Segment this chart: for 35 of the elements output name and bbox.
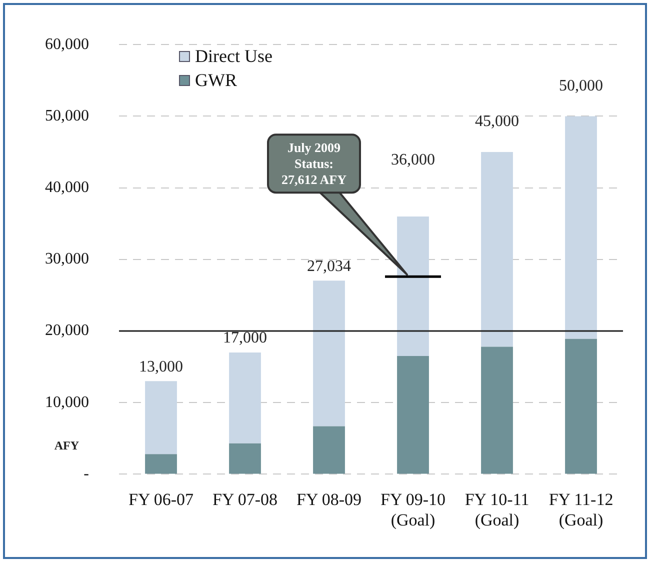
legend-label: Direct Use bbox=[195, 46, 272, 68]
total-label: 27,034 bbox=[307, 258, 351, 275]
bar bbox=[229, 352, 261, 444]
x-tick-label: FY 09-10 (Goal) bbox=[380, 490, 446, 530]
x-tick-label: FY 07-08 bbox=[212, 490, 278, 509]
total-label: 36,000 bbox=[391, 152, 435, 169]
legend-label: GWR bbox=[195, 70, 237, 92]
total-label: 50,000 bbox=[559, 77, 603, 94]
bar bbox=[145, 454, 177, 474]
y-tick-label: 40,000 bbox=[45, 179, 89, 196]
y-axis-title: AFY bbox=[54, 438, 80, 452]
bar bbox=[397, 216, 429, 356]
total-label: 13,000 bbox=[139, 358, 183, 376]
bar bbox=[313, 426, 345, 474]
y-tick-label: 60,000 bbox=[45, 36, 89, 53]
bar bbox=[397, 356, 429, 474]
total-label: 17,000 bbox=[223, 330, 267, 347]
x-tick-label: FY 06-07 bbox=[128, 490, 194, 509]
annotation: July 2009 Status: 27,612 AFY bbox=[280, 140, 348, 188]
bar bbox=[565, 338, 597, 474]
bar bbox=[481, 152, 513, 347]
x-tick-label: FY 11-12 (Goal) bbox=[548, 490, 614, 530]
y-tick-label: 30,000 bbox=[45, 250, 89, 268]
total-label: 45,000 bbox=[475, 113, 519, 130]
bar bbox=[313, 280, 345, 426]
x-tick-label: FY 10-11 (Goal) bbox=[464, 490, 530, 530]
bar bbox=[229, 443, 261, 474]
y-tick-label: 50,000 bbox=[45, 107, 89, 124]
bar bbox=[481, 346, 513, 474]
y-tick-label: - bbox=[84, 465, 89, 482]
y-tick-label: 10,000 bbox=[45, 394, 89, 411]
bar bbox=[145, 381, 177, 454]
y-tick-label: 20,000 bbox=[45, 322, 89, 340]
bar bbox=[565, 116, 597, 339]
x-tick-label: FY 08-09 bbox=[296, 490, 362, 509]
